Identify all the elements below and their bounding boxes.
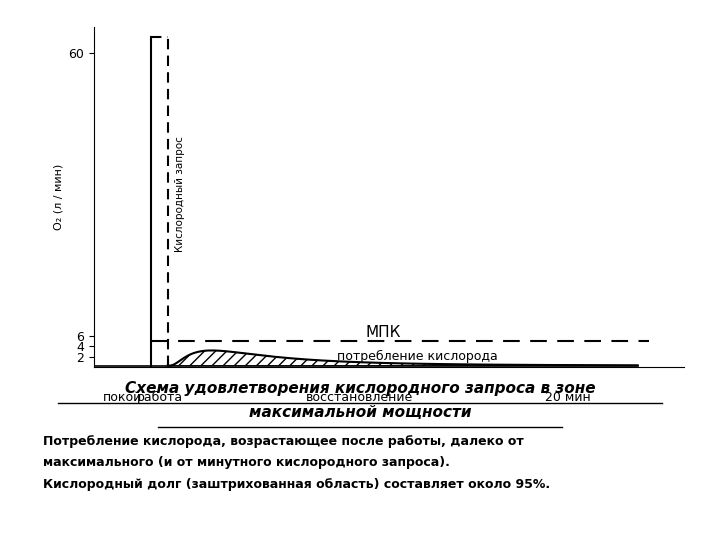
Text: Кислородный запрос: Кислородный запрос (176, 137, 186, 252)
Text: Схема удовлетворения кислородного запроса в зоне: Схема удовлетворения кислородного запрос… (125, 381, 595, 396)
Text: Потребление кислорода, возрастающее после работы, далеко от: Потребление кислорода, возрастающее посл… (43, 435, 524, 448)
Text: Кислородный долг (заштрихованная область) составляет около 95%.: Кислородный долг (заштрихованная область… (43, 478, 550, 491)
Text: покой: покой (103, 391, 142, 404)
Text: МПК: МПК (365, 325, 401, 340)
Text: восстановление: восстановление (306, 391, 413, 404)
Text: работа: работа (137, 391, 183, 404)
Text: потребление кислорода: потребление кислорода (338, 350, 498, 363)
Text: максимальной мощности: максимальной мощности (248, 405, 472, 420)
Text: 20 мин: 20 мин (545, 391, 591, 404)
Y-axis label: О₂ (л / мин): О₂ (л / мин) (54, 164, 64, 230)
Text: максимального (и от минутного кислородного запроса).: максимального (и от минутного кислородно… (43, 456, 450, 469)
